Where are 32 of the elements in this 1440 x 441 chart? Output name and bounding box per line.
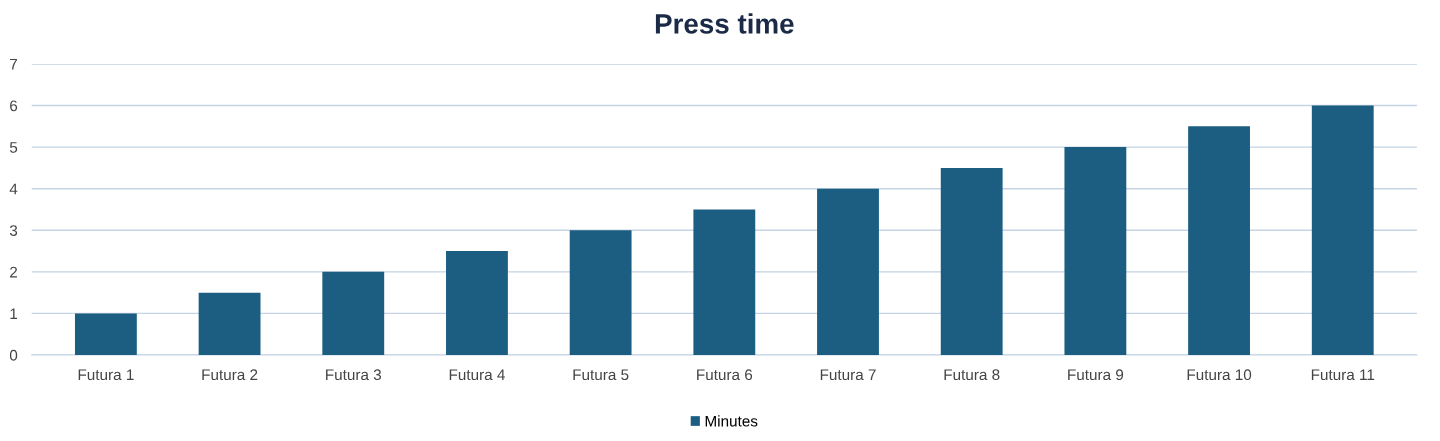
- x-tick-label: Futura 7: [820, 369, 876, 381]
- x-tick-label: Futura 10: [1187, 369, 1252, 381]
- bar: [322, 271, 385, 355]
- x-tick-label: Futura 6: [697, 369, 753, 381]
- x-tick-label: Futura 5: [573, 369, 629, 381]
- bar: [446, 251, 508, 355]
- x-tick-label: Futura 3: [326, 369, 382, 381]
- y-tick-label: 5: [9, 142, 18, 153]
- bar: [817, 188, 879, 355]
- x-tick-label: Futura 9: [1068, 369, 1124, 381]
- bar: [693, 209, 756, 355]
- x-tick-label: Futura 1: [78, 369, 134, 381]
- x-tick-label: Futura 8: [944, 369, 1000, 381]
- x-tick-label: Futura 4: [449, 369, 505, 381]
- bar: [569, 230, 632, 355]
- bar: [940, 167, 1003, 355]
- y-tick-label: 1: [10, 308, 18, 319]
- bar: [198, 292, 261, 355]
- bar: [1188, 126, 1250, 355]
- bar: [1064, 147, 1127, 355]
- y-tick-label: 0: [9, 349, 18, 361]
- bar: [74, 313, 137, 355]
- y-tick-label: 3: [9, 225, 18, 236]
- x-tick-label: Futura 2: [202, 369, 258, 381]
- y-tick-label: 2: [10, 266, 18, 278]
- bar: [1311, 105, 1374, 355]
- chart-title: Press time: [655, 13, 794, 34]
- legend-label: Minutes: [705, 415, 758, 427]
- y-tick-label: 4: [9, 183, 18, 195]
- x-tick-label: Futura 11: [1311, 369, 1375, 381]
- y-tick-label: 6: [10, 100, 18, 112]
- y-tick-label: 7: [10, 58, 18, 70]
